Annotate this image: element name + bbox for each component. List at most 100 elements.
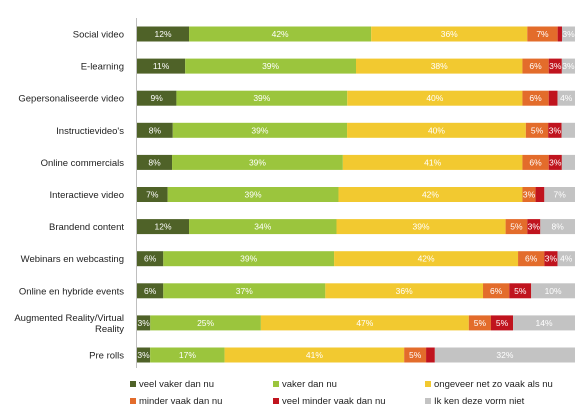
data-label: 3% [523, 190, 536, 200]
bar-segment [548, 58, 562, 74]
data-label: 6% [490, 286, 503, 296]
bar-segment [137, 283, 164, 299]
bar-segment [535, 187, 545, 202]
data-label: 3% [545, 254, 558, 264]
data-label: 8% [149, 125, 162, 135]
category-label-line: Augmented Reality/Virtual [14, 313, 124, 324]
bar-segment [334, 251, 519, 267]
bar-segment [163, 283, 326, 299]
category-label-line: Online commercials [41, 158, 125, 169]
bar-segment [137, 315, 151, 331]
bar-segment [548, 154, 562, 170]
bar-segment [342, 154, 523, 170]
data-label: 39% [413, 222, 430, 232]
data-label: 8% [552, 222, 565, 232]
bar-segment [518, 251, 545, 267]
bar-segment [137, 90, 177, 106]
legend-swatch [273, 398, 279, 404]
category-label: Interactieve video [50, 190, 124, 201]
bar-segment [509, 283, 532, 299]
bar-segment [522, 90, 549, 106]
data-label: 3% [137, 350, 150, 360]
data-label: 38% [431, 61, 448, 71]
category-label: Instructievideo's [56, 126, 124, 137]
bar-segment [527, 26, 558, 42]
data-label: 7% [536, 29, 549, 39]
bar-segment [260, 315, 469, 331]
bar-segment [490, 315, 514, 331]
data-label: 5% [531, 125, 544, 135]
bar-segment [176, 90, 348, 106]
bar-segment [137, 26, 190, 42]
bar-segment [513, 315, 575, 331]
bar-segment [522, 187, 536, 202]
data-label: 3% [562, 29, 575, 39]
category-label: Gepersonaliseerde video [18, 94, 124, 105]
bar-segment [347, 90, 523, 106]
data-label: 3% [562, 61, 575, 71]
bar-segment [150, 315, 261, 331]
bar-segment [150, 347, 225, 363]
bar-segment [137, 347, 151, 363]
data-label: 5% [474, 318, 487, 328]
bar-segment [561, 122, 575, 138]
bar-segment [371, 26, 528, 42]
category-label-line: Gepersonaliseerde video [18, 94, 124, 105]
data-label: 5% [514, 286, 527, 296]
bar-segment [561, 154, 575, 170]
data-label: 36% [396, 286, 413, 296]
data-label: 41% [306, 350, 323, 360]
legend-label: veel minder vaak dan nu [282, 396, 386, 407]
data-label: 3% [549, 61, 562, 71]
data-label: 14% [536, 318, 553, 328]
data-label: 8% [148, 157, 161, 167]
legend-swatch [425, 381, 431, 387]
data-label: 40% [428, 125, 445, 135]
bar-segment [544, 251, 558, 267]
data-label: 39% [249, 157, 266, 167]
bar-segment [557, 90, 575, 106]
data-label: 9% [151, 93, 164, 103]
bar-segment [434, 347, 575, 363]
bar-segment [548, 122, 562, 138]
bar-segment [137, 122, 173, 138]
data-label: 5% [409, 350, 422, 360]
bar-segment [189, 26, 372, 42]
bar-segment [468, 315, 491, 331]
bar-segment [137, 187, 168, 202]
data-label: 7% [554, 190, 567, 200]
data-label: 47% [356, 318, 373, 328]
legend-swatch [130, 398, 136, 404]
category-label: Webinars en webcasting [21, 254, 124, 265]
bar-segment [185, 58, 356, 74]
data-label: 41% [424, 157, 441, 167]
bar-segment [561, 26, 575, 42]
category-label: Pre rolls [89, 351, 124, 362]
legend-label: Ik ken deze vorm niet [434, 396, 525, 407]
bar-segment [548, 90, 558, 106]
category-label-line: Pre rolls [89, 351, 124, 362]
data-label: 42% [272, 29, 289, 39]
bar-segment [525, 122, 549, 138]
legend-label: veel vaker dan nu [139, 379, 214, 390]
bar-segment [224, 347, 405, 363]
bar-segment [347, 122, 526, 138]
data-label: 6% [529, 157, 542, 167]
data-label: 4% [560, 93, 573, 103]
category-labels: Social video E-learning Gepersonaliseerde … [14, 30, 124, 362]
legend-label: ongeveer net zo vaak als nu [434, 379, 553, 390]
legend-swatch [425, 398, 431, 404]
bar-segment [137, 58, 186, 74]
data-label: 3% [137, 318, 150, 328]
bar-segment [167, 187, 339, 202]
data-label: 3% [528, 222, 541, 232]
data-label: 5% [510, 222, 523, 232]
bar-segment [561, 58, 575, 74]
category-label-line: Webinars en webcasting [21, 254, 124, 265]
data-label: 4% [560, 254, 573, 264]
category-label-line: Reality [95, 324, 124, 335]
data-label: 32% [496, 350, 513, 360]
data-label: 10% [545, 286, 562, 296]
data-label: 39% [251, 125, 268, 135]
